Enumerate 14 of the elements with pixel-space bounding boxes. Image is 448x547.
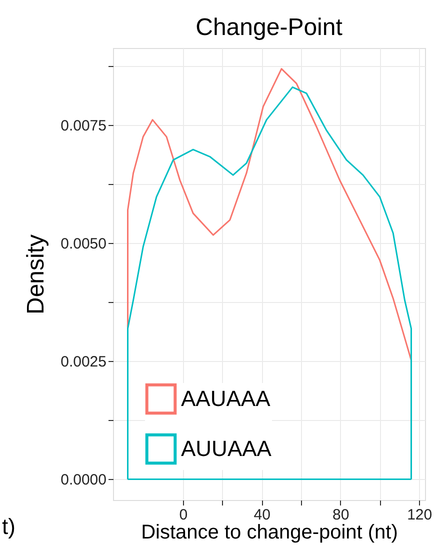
chart-title: Change-Point: [196, 14, 343, 41]
legend-label: AAUAAA: [181, 386, 271, 411]
x-tick-label: 80: [332, 506, 350, 524]
x-tick-label: 0: [179, 506, 188, 524]
y-tick-label: 0.0000: [60, 472, 106, 489]
y-tick-label: 0.0025: [60, 354, 106, 371]
legend-label: AUUAAA: [181, 436, 272, 461]
y-tick-label: 0.0075: [60, 117, 106, 134]
x-tick-label: 120: [407, 506, 432, 524]
text: t): [2, 514, 16, 539]
x-tick-label: 40: [254, 506, 270, 524]
y-axis-title: Density: [22, 234, 50, 315]
y-tick-label: 0.0050: [60, 236, 106, 253]
x-axis-title: Distance to change-point (nt): [141, 522, 398, 544]
